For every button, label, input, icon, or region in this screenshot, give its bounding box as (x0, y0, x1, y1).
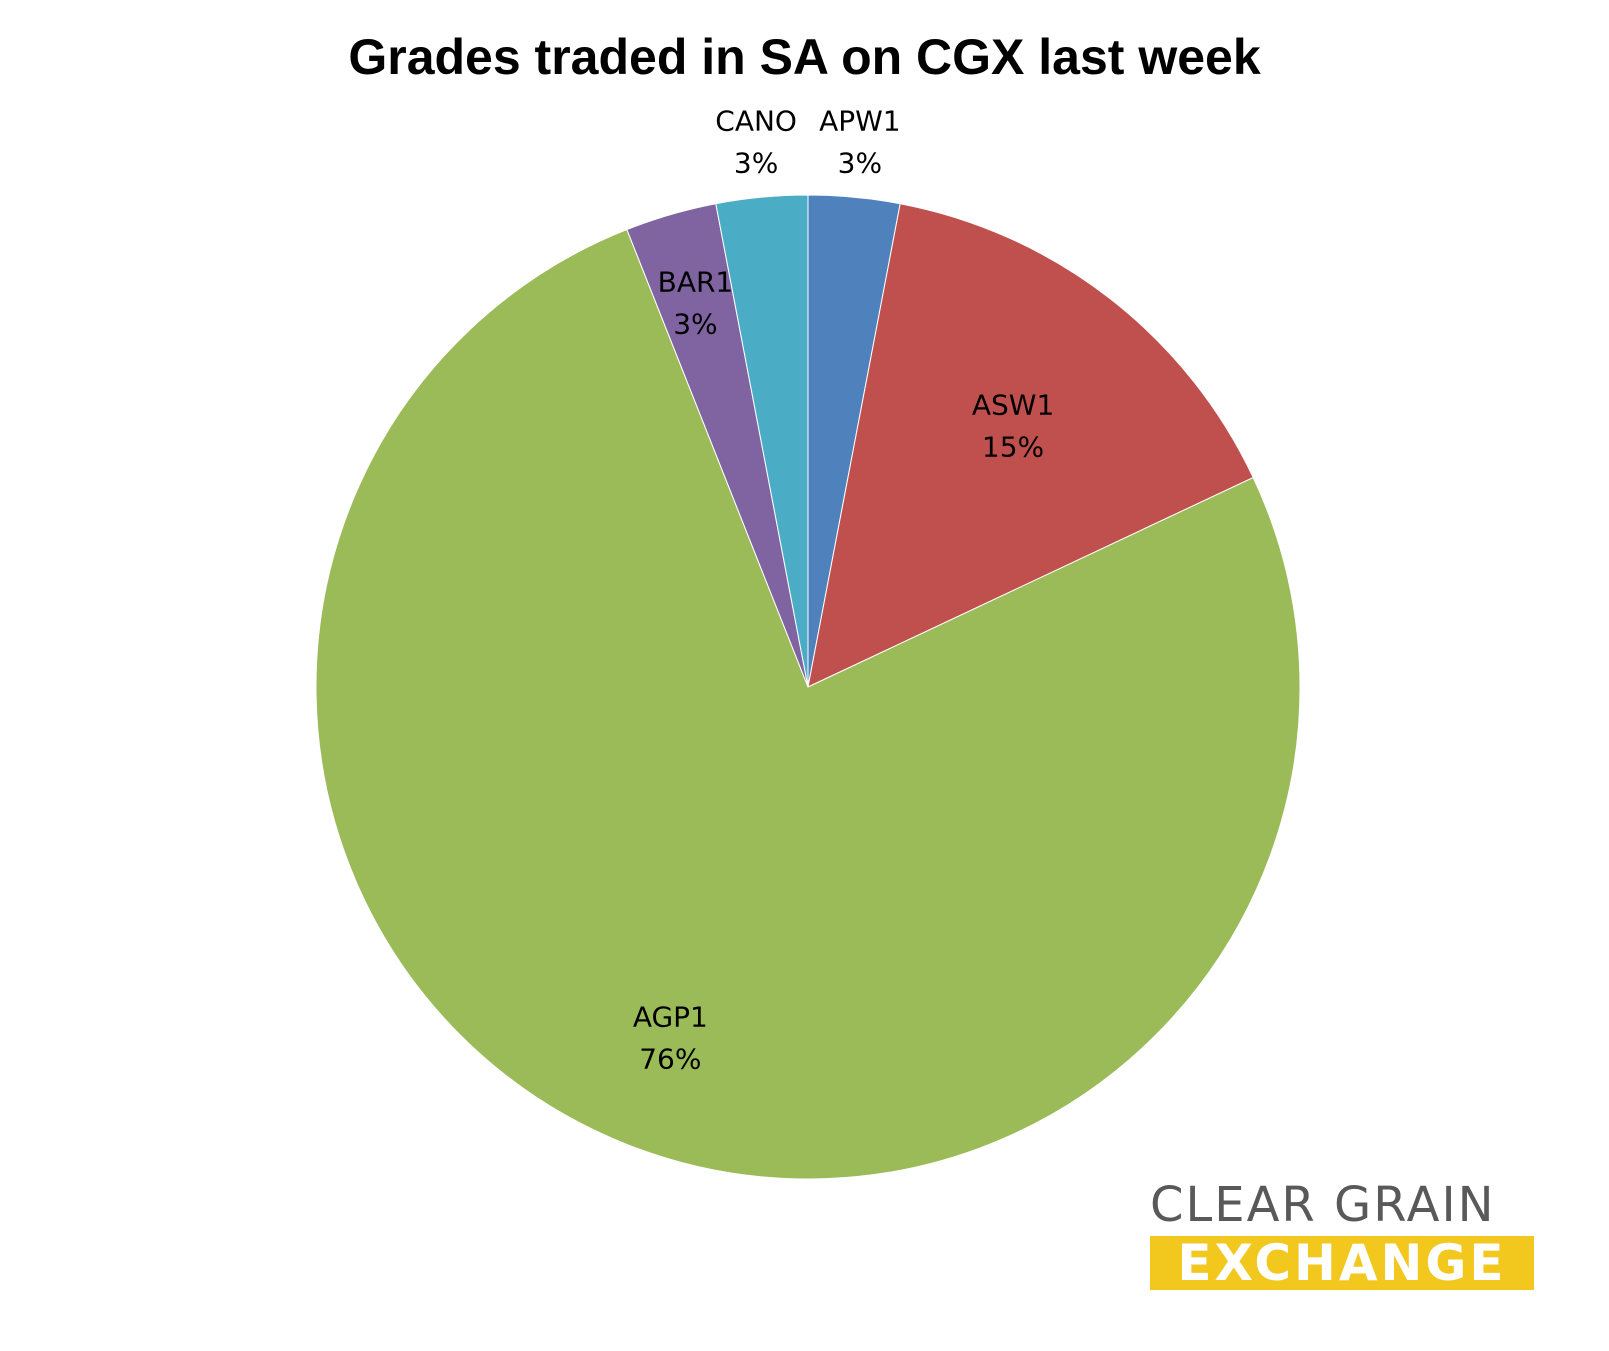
clear-grain-exchange-logo: CLEAR GRAIN EXCHANGE (1150, 1178, 1534, 1290)
slice-label-asw1: ASW1 (972, 389, 1054, 422)
logo-text-line1: CLEAR GRAIN (1150, 1177, 1496, 1233)
logo-text-line2: EXCHANGE (1150, 1236, 1534, 1290)
slice-value-bar1: 3% (673, 308, 717, 341)
pie-slice-asw1 (807, 203, 1254, 688)
slice-value-apw1: 3% (838, 146, 882, 179)
slice-value-agp1: 76% (639, 1043, 701, 1076)
slice-label-apw1: APW1 (819, 104, 901, 137)
slice-label-cano: CANO (715, 104, 797, 137)
chart-title: Grades traded in SA on CGX last week (348, 29, 1261, 85)
slice-label-bar1: BAR1 (658, 266, 734, 299)
pie-slice-agp1 (315, 228, 1301, 1180)
pie-slices (315, 194, 1301, 1180)
slice-value-cano: 3% (734, 146, 778, 179)
pie-labels: APW1 3% ASW1 15% AGP1 76% BAR1 3% CANO 3% (633, 104, 1054, 1075)
slice-label-agp1: AGP1 (633, 1001, 708, 1034)
pie-slice-cano (715, 194, 809, 688)
slice-value-asw1: 15% (982, 431, 1044, 464)
